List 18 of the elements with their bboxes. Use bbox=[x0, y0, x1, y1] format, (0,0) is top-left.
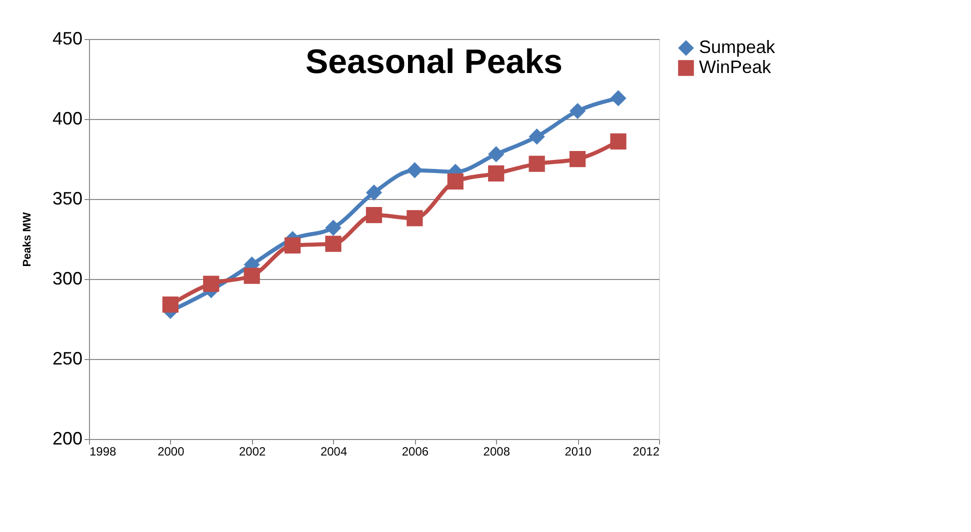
x-tick-label: 2006 bbox=[402, 444, 429, 458]
y-tick-label: 450 bbox=[52, 28, 82, 48]
y-tick-label: 300 bbox=[52, 268, 82, 288]
y-tick-label: 350 bbox=[52, 188, 82, 208]
y-tick-label: 250 bbox=[52, 348, 82, 368]
x-tick-label: 2002 bbox=[239, 444, 266, 458]
legend-label: Sumpeak bbox=[699, 37, 776, 57]
x-tick-label: 2012 bbox=[632, 444, 660, 458]
x-tick-label: 2000 bbox=[158, 444, 185, 458]
y-tick-label: 400 bbox=[52, 108, 82, 128]
x-tick-label: 2004 bbox=[320, 444, 348, 458]
x-tick-label: 2010 bbox=[564, 444, 592, 458]
legend-label: WinPeak bbox=[699, 57, 772, 77]
y-axis-title: Peaks MW bbox=[21, 212, 34, 267]
y-tick-label: 200 bbox=[52, 428, 82, 448]
x-tick-label: 1998 bbox=[90, 444, 117, 458]
x-tick-label: 2008 bbox=[483, 444, 510, 458]
chart-title: Seasonal Peaks bbox=[305, 43, 563, 81]
